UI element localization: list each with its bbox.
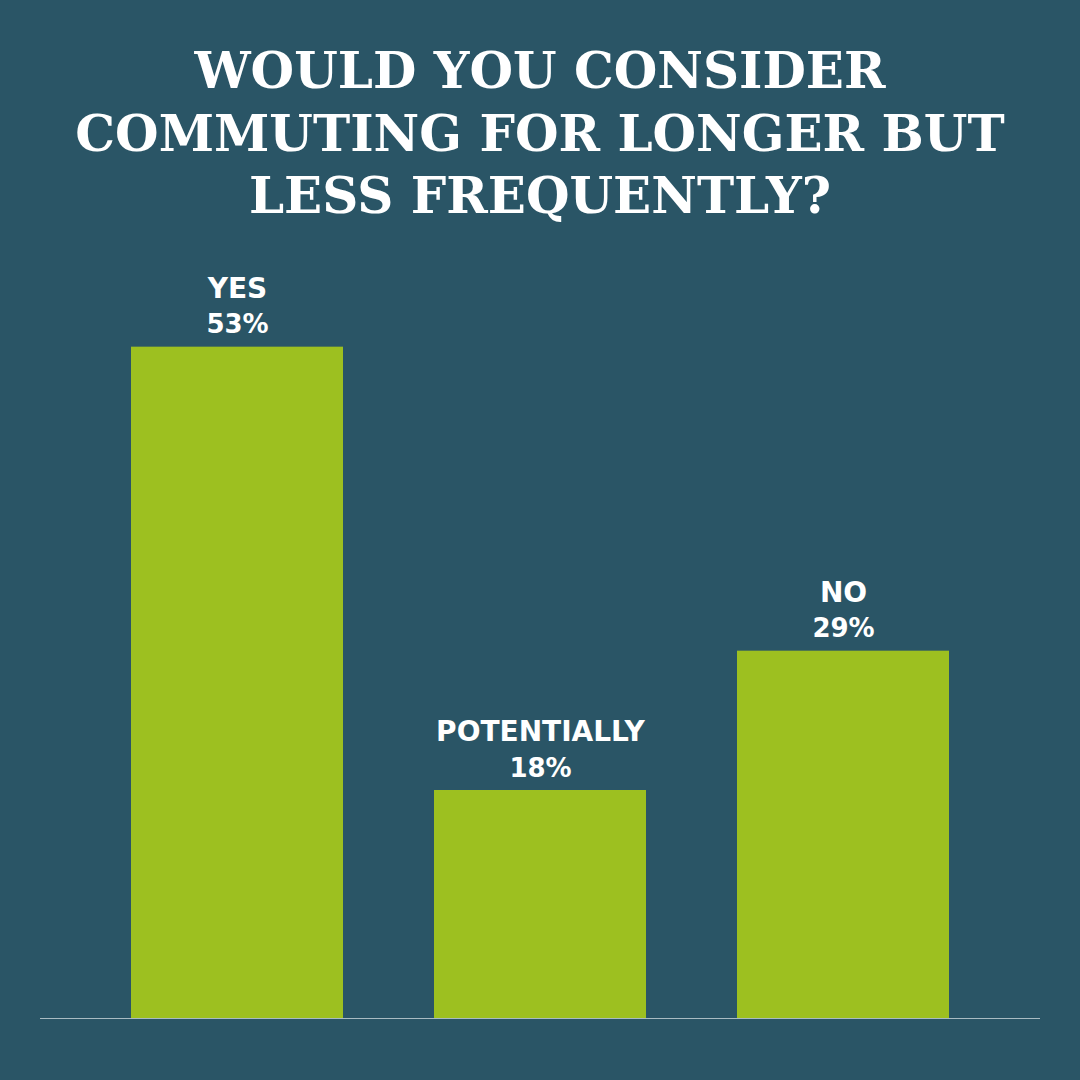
svg-text:29%: 29% <box>812 613 874 643</box>
svg-text:NO: NO <box>820 576 867 609</box>
svg-text:YES: YES <box>207 272 268 305</box>
html-text:COMMUTING FOR LONGER BUT: COMMUTING FOR LONGER BUT <box>75 103 1005 163</box>
html-text:WOULD YOU CONSIDER: WOULD YOU CONSIDER <box>194 41 886 100</box>
svg-text:18%: 18% <box>509 752 571 782</box>
svg-text:53%: 53% <box>206 309 268 339</box>
svg-text:POTENTIALLY: POTENTIALLY <box>436 715 645 748</box>
html-text:LESS FREQUENTLY?: LESS FREQUENTLY? <box>249 166 831 225</box>
